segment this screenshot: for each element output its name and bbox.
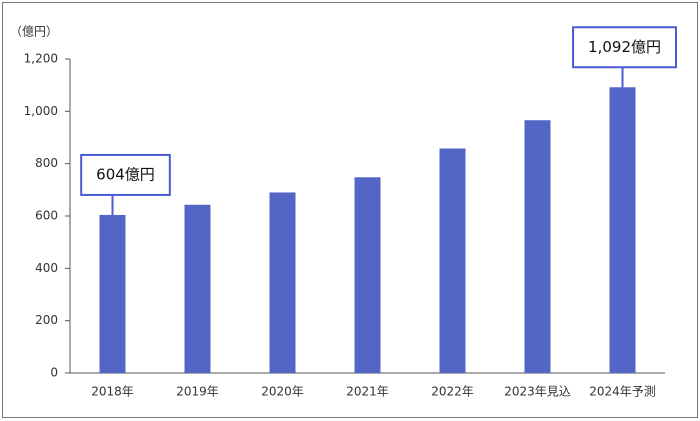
x-tick-label: 2022年 (431, 385, 474, 399)
data-label: 604億円 (80, 153, 171, 196)
data-label: 1,092億円 (572, 26, 677, 69)
y-tick-label: 200 (35, 313, 58, 327)
bar (99, 214, 126, 373)
x-tick-label: 2024年予測 (589, 385, 656, 399)
bar (269, 192, 296, 373)
bar (524, 120, 551, 373)
y-tick-label: 1,000 (24, 104, 58, 118)
bar (184, 204, 211, 373)
y-tick-label: 800 (35, 156, 58, 170)
x-tick-label: 2023年見込 (504, 385, 571, 399)
x-tick-label: 2021年 (346, 385, 389, 399)
data-label-text: 604億円 (96, 165, 155, 183)
x-tick-label: 2018年 (91, 385, 134, 399)
y-tick-label: 1,200 (24, 52, 58, 66)
y-tick-label: 400 (35, 261, 58, 275)
bar (609, 87, 636, 373)
x-tick-label: 2019年 (176, 385, 219, 399)
y-tick-label: 600 (35, 209, 58, 223)
data-label-box (80, 153, 171, 196)
data-label-box (572, 26, 677, 69)
bar (439, 148, 466, 373)
data-label-text: 1,092億円 (588, 38, 661, 56)
bar (354, 177, 381, 373)
y-tick-label: 0 (50, 366, 58, 380)
x-tick-label: 2020年 (261, 385, 304, 399)
y-axis-label: （億円） (10, 25, 58, 39)
